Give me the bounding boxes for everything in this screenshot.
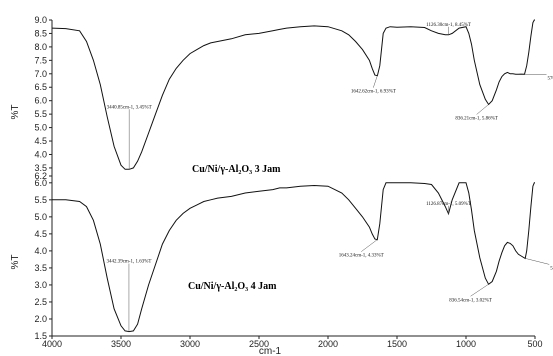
x-tick-label: 4000 xyxy=(42,339,62,349)
top-spectrum-line xyxy=(51,19,535,170)
bottom-annotation-leader xyxy=(525,258,550,265)
bottom-y-tick-label: 1.5 xyxy=(34,331,47,341)
top-peak-annotation: 1642.62cm-1, 6.93%T xyxy=(351,90,396,95)
bottom-spectrum-line xyxy=(52,182,535,333)
top-y-tick-label: 5.0 xyxy=(34,123,47,133)
top-y-tick-label: 8.0 xyxy=(34,42,47,52)
bottom-y-tick-label: 2.0 xyxy=(34,314,47,324)
top-panel-title: Cu/Ni/γ-Al₂O₃ 3 Jam xyxy=(192,164,281,175)
panel-3-jam: 9.0 8.5 8.0 7.5 7.0 6.5 6.0 5.5 5.0 4.5 4.0 3.5 344… xyxy=(10,15,553,176)
bottom-peak-annotation: 3442.39cm-1, 1.63%T xyxy=(106,260,151,265)
bottom-y-tick-label: 5.0 xyxy=(34,212,47,222)
top-y-tick-label: 9.0 xyxy=(34,15,47,25)
bottom-y-tick-label: 6.0 xyxy=(34,178,47,188)
top-peak-annotation: 3440.85cm-1, 3.45%T xyxy=(107,105,152,110)
top-y-tick-label: 3.5 xyxy=(34,163,47,173)
top-y-tick-label: 7.5 xyxy=(34,55,47,65)
top-y-ticks: 9.0 8.5 8.0 7.5 7.0 6.5 6.0 5.5 5.0 4.5 4.0 3.5 xyxy=(34,15,52,173)
top-y-tick-label: 6.5 xyxy=(34,82,47,92)
bottom-y-tick-label: 4.5 xyxy=(34,229,47,239)
top-annotation-leader xyxy=(373,75,378,88)
top-annotations: 3440.85cm-1, 3.45%T 1642.62cm-1, 6.93%T 11… xyxy=(107,23,553,170)
top-peak-annotation: 1126.30cm-1, 8.45%T xyxy=(426,23,471,28)
top-peak-annotation: 576.01cm-1, 6.98%T xyxy=(548,76,553,81)
x-tick-label: 2500 xyxy=(249,339,269,349)
bottom-annotations: 3442.39cm-1, 1.63%T 1643.24cm-1, 4.33%T 11… xyxy=(106,202,553,332)
top-peak-annotation: 836.21cm-1, 5.86%T xyxy=(455,116,498,121)
bottom-panel-title: Cu/Ni/γ-Al₂O₃ 4 Jam xyxy=(188,281,277,292)
bottom-y-tick-label: 5.5 xyxy=(34,195,47,205)
bottom-y-label: %T xyxy=(10,255,21,270)
x-tick-label: 1000 xyxy=(456,339,476,349)
x-tick-label: 2000 xyxy=(318,339,338,349)
bottom-y-tick-label: 3.5 xyxy=(34,263,47,273)
bottom-peak-annotation: 836.54cm-1, 3.02%T xyxy=(449,298,492,303)
x-tick-label: 1500 xyxy=(387,339,407,349)
top-y-label: %T xyxy=(10,105,21,120)
x-axis-label: cm-1 xyxy=(259,346,282,356)
x-tick-label: 3500 xyxy=(111,339,131,349)
bottom-annotation-leader xyxy=(361,239,378,252)
x-tick-label: 3000 xyxy=(180,339,200,349)
bottom-y-ticks: 6.26.0 5.5 5.0 4.5 4.0 3.5 3.0 2.5 2.0 1.5 xyxy=(34,171,52,341)
bottom-y-tick-label: 2.5 xyxy=(34,297,47,307)
top-y-tick-label: 4.0 xyxy=(34,149,47,159)
top-annotation-leader xyxy=(476,104,489,115)
bottom-peak-annotation: 1126.87cm-1, 5.09%T xyxy=(426,202,471,207)
x-tick-label: 500 xyxy=(527,339,542,349)
top-y-tick-label: 4.5 xyxy=(34,136,47,146)
bottom-peak-annotation: 570.54cm-1, 3.78%T xyxy=(550,266,553,271)
bottom-y-tick-label: 4.0 xyxy=(34,246,47,256)
top-y-tick-label: 6.0 xyxy=(34,96,47,106)
bottom-annotation-leader xyxy=(470,284,489,297)
top-y-tick-label: 8.5 xyxy=(34,28,47,38)
top-y-tick-label: 7.0 xyxy=(34,69,47,79)
bottom-y-tick-label: 3.0 xyxy=(34,280,47,290)
bottom-y-tick-label: 6.2 xyxy=(34,171,47,181)
x-ticks: 4000 3500 3000 2500 2000 1500 1000 500 xyxy=(42,336,543,349)
panel-4-jam: 6.26.0 5.5 5.0 4.5 4.0 3.5 3.0 2.5 2.0 1.5 4000 35… xyxy=(10,171,553,356)
top-y-tick-label: 5.5 xyxy=(34,109,47,119)
bottom-peak-annotation: 1643.24cm-1, 4.33%T xyxy=(339,254,384,259)
